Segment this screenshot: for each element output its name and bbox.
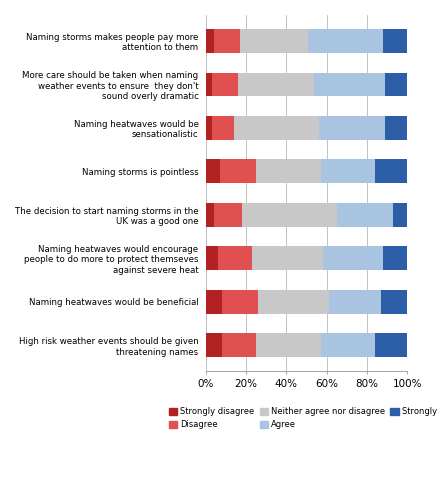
Bar	[240, 29, 309, 53]
Bar	[205, 333, 222, 357]
Bar	[205, 160, 220, 184]
Bar	[375, 333, 407, 357]
Bar	[383, 246, 407, 270]
Bar	[205, 290, 222, 314]
Bar	[320, 160, 375, 184]
Bar	[385, 116, 407, 140]
Bar	[256, 333, 320, 357]
Legend: Strongly disagree, Disagree, Neither agree nor disagree, Agree, Strongly agree: Strongly disagree, Disagree, Neither agr…	[166, 404, 437, 432]
Bar	[323, 246, 383, 270]
Bar	[385, 72, 407, 96]
Bar	[238, 72, 315, 96]
Bar	[252, 246, 323, 270]
Bar	[218, 246, 252, 270]
Bar	[205, 246, 218, 270]
Bar	[222, 333, 256, 357]
Bar	[220, 160, 256, 184]
Bar	[205, 116, 212, 140]
Bar	[381, 290, 407, 314]
Bar	[309, 29, 383, 53]
Bar	[212, 72, 238, 96]
Bar	[319, 116, 385, 140]
Bar	[258, 290, 329, 314]
Bar	[242, 203, 336, 227]
Bar	[222, 290, 258, 314]
Bar	[315, 72, 385, 96]
Bar	[234, 116, 319, 140]
Bar	[212, 116, 234, 140]
Bar	[205, 203, 214, 227]
Bar	[320, 333, 375, 357]
Bar	[329, 290, 381, 314]
Bar	[375, 160, 407, 184]
Bar	[393, 203, 407, 227]
Bar	[383, 29, 407, 53]
Bar	[336, 203, 393, 227]
Bar	[205, 29, 214, 53]
Bar	[214, 29, 240, 53]
Bar	[214, 203, 242, 227]
Bar	[256, 160, 320, 184]
Bar	[205, 72, 212, 96]
